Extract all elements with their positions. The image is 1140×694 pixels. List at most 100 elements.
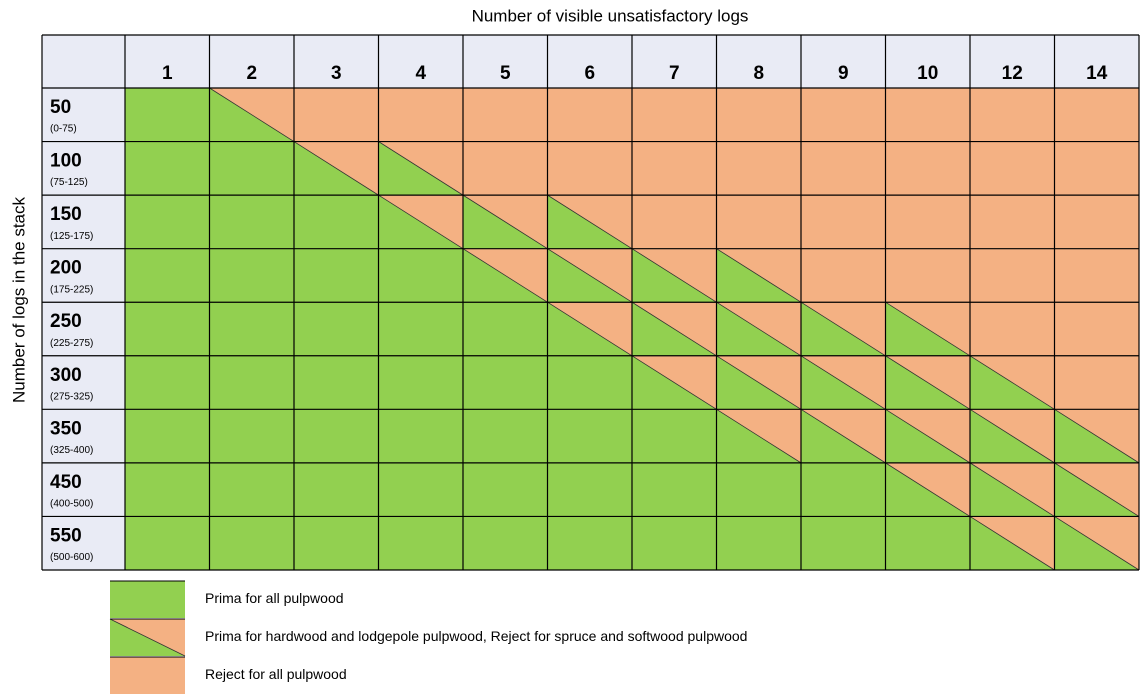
cell — [632, 409, 717, 463]
row-title: Number of logs in the stack — [9, 197, 28, 403]
cell — [294, 516, 379, 570]
cell — [209, 516, 294, 570]
cell — [885, 516, 970, 570]
column-header: 9 — [838, 63, 849, 84]
cell-diagonal — [547, 194, 633, 250]
cell — [378, 302, 463, 356]
cell — [632, 141, 717, 196]
cell — [463, 409, 548, 463]
row-header: 300 — [50, 365, 82, 386]
cell-diagonal — [969, 355, 1055, 410]
cell — [801, 462, 886, 517]
cell — [716, 462, 801, 517]
cell — [209, 462, 294, 517]
cell-diagonal — [800, 408, 886, 464]
cell — [801, 516, 886, 570]
cell — [125, 195, 210, 249]
cell — [716, 141, 801, 196]
cell — [294, 195, 379, 249]
row-header: 250 — [50, 311, 82, 332]
cell — [801, 88, 886, 142]
cell — [209, 141, 294, 196]
row-header: 450 — [50, 472, 82, 493]
cell — [209, 409, 294, 463]
cell — [547, 355, 632, 410]
row-header: 50 — [50, 97, 71, 118]
cell — [209, 195, 294, 249]
column-header: 6 — [584, 63, 595, 84]
row-header: 350 — [50, 418, 82, 439]
column-header: 1 — [162, 63, 173, 84]
cell-diagonal — [885, 408, 971, 464]
cell — [885, 195, 970, 249]
cell — [294, 462, 379, 517]
row-range: (175-225) — [50, 284, 93, 295]
cell — [378, 88, 463, 142]
cell-diagonal — [1054, 462, 1140, 517]
cell — [378, 516, 463, 570]
cell — [1054, 248, 1139, 303]
cell — [885, 88, 970, 142]
cell — [547, 88, 632, 142]
cell — [463, 302, 548, 356]
cell — [632, 516, 717, 570]
cell — [970, 302, 1055, 356]
row-header: 200 — [50, 258, 82, 279]
cell — [1054, 355, 1139, 410]
header-fill — [42, 35, 1139, 88]
cell-diagonal — [1054, 408, 1140, 464]
row-header: 100 — [50, 151, 82, 172]
cell-diagonal — [885, 301, 971, 357]
cell-diagonal — [293, 141, 379, 196]
row-range: (500-600) — [50, 552, 93, 563]
cell — [209, 355, 294, 410]
row-range: (400-500) — [50, 499, 93, 510]
row-range: (275-325) — [50, 391, 93, 402]
cell — [125, 302, 210, 356]
cell-diagonal — [969, 462, 1055, 517]
cell — [125, 409, 210, 463]
cell-diagonal — [800, 301, 886, 357]
cell — [970, 88, 1055, 142]
column-header: 2 — [246, 63, 257, 84]
column-header: 3 — [331, 63, 342, 84]
cell — [463, 516, 548, 570]
cell-diagonal — [462, 194, 548, 250]
cell — [716, 195, 801, 249]
cell-diagonal — [885, 462, 971, 517]
cell — [632, 88, 717, 142]
cell — [294, 409, 379, 463]
column-header: 5 — [500, 63, 511, 84]
cell — [1054, 88, 1139, 142]
cell — [632, 195, 717, 249]
cell — [801, 141, 886, 196]
row-range: (225-275) — [50, 338, 93, 349]
cell — [209, 248, 294, 303]
cell-diagonal — [716, 248, 802, 303]
cell — [463, 355, 548, 410]
cell — [801, 248, 886, 303]
cell — [463, 88, 548, 142]
cell-diagonal — [969, 516, 1055, 571]
cell-diagonal — [800, 355, 886, 410]
cell — [378, 355, 463, 410]
cell-diagonal — [547, 301, 633, 357]
cell-diagonal — [378, 194, 464, 250]
cell — [970, 141, 1055, 196]
cell-diagonal — [716, 408, 802, 464]
row-range: (325-400) — [50, 445, 93, 456]
row-range: (75-125) — [50, 177, 88, 188]
column-header: 14 — [1086, 63, 1108, 84]
cell — [209, 302, 294, 356]
cell-diagonal — [631, 248, 717, 303]
cell — [110, 581, 185, 618]
cell — [716, 516, 801, 570]
row-range: (0-75) — [50, 124, 77, 135]
cell-diagonal — [631, 301, 717, 357]
cell — [294, 248, 379, 303]
column-title: Number of visible unsatisfactory logs — [472, 6, 749, 25]
cell — [294, 302, 379, 356]
cell — [125, 516, 210, 570]
cell — [547, 141, 632, 196]
row-header: 150 — [50, 204, 82, 225]
